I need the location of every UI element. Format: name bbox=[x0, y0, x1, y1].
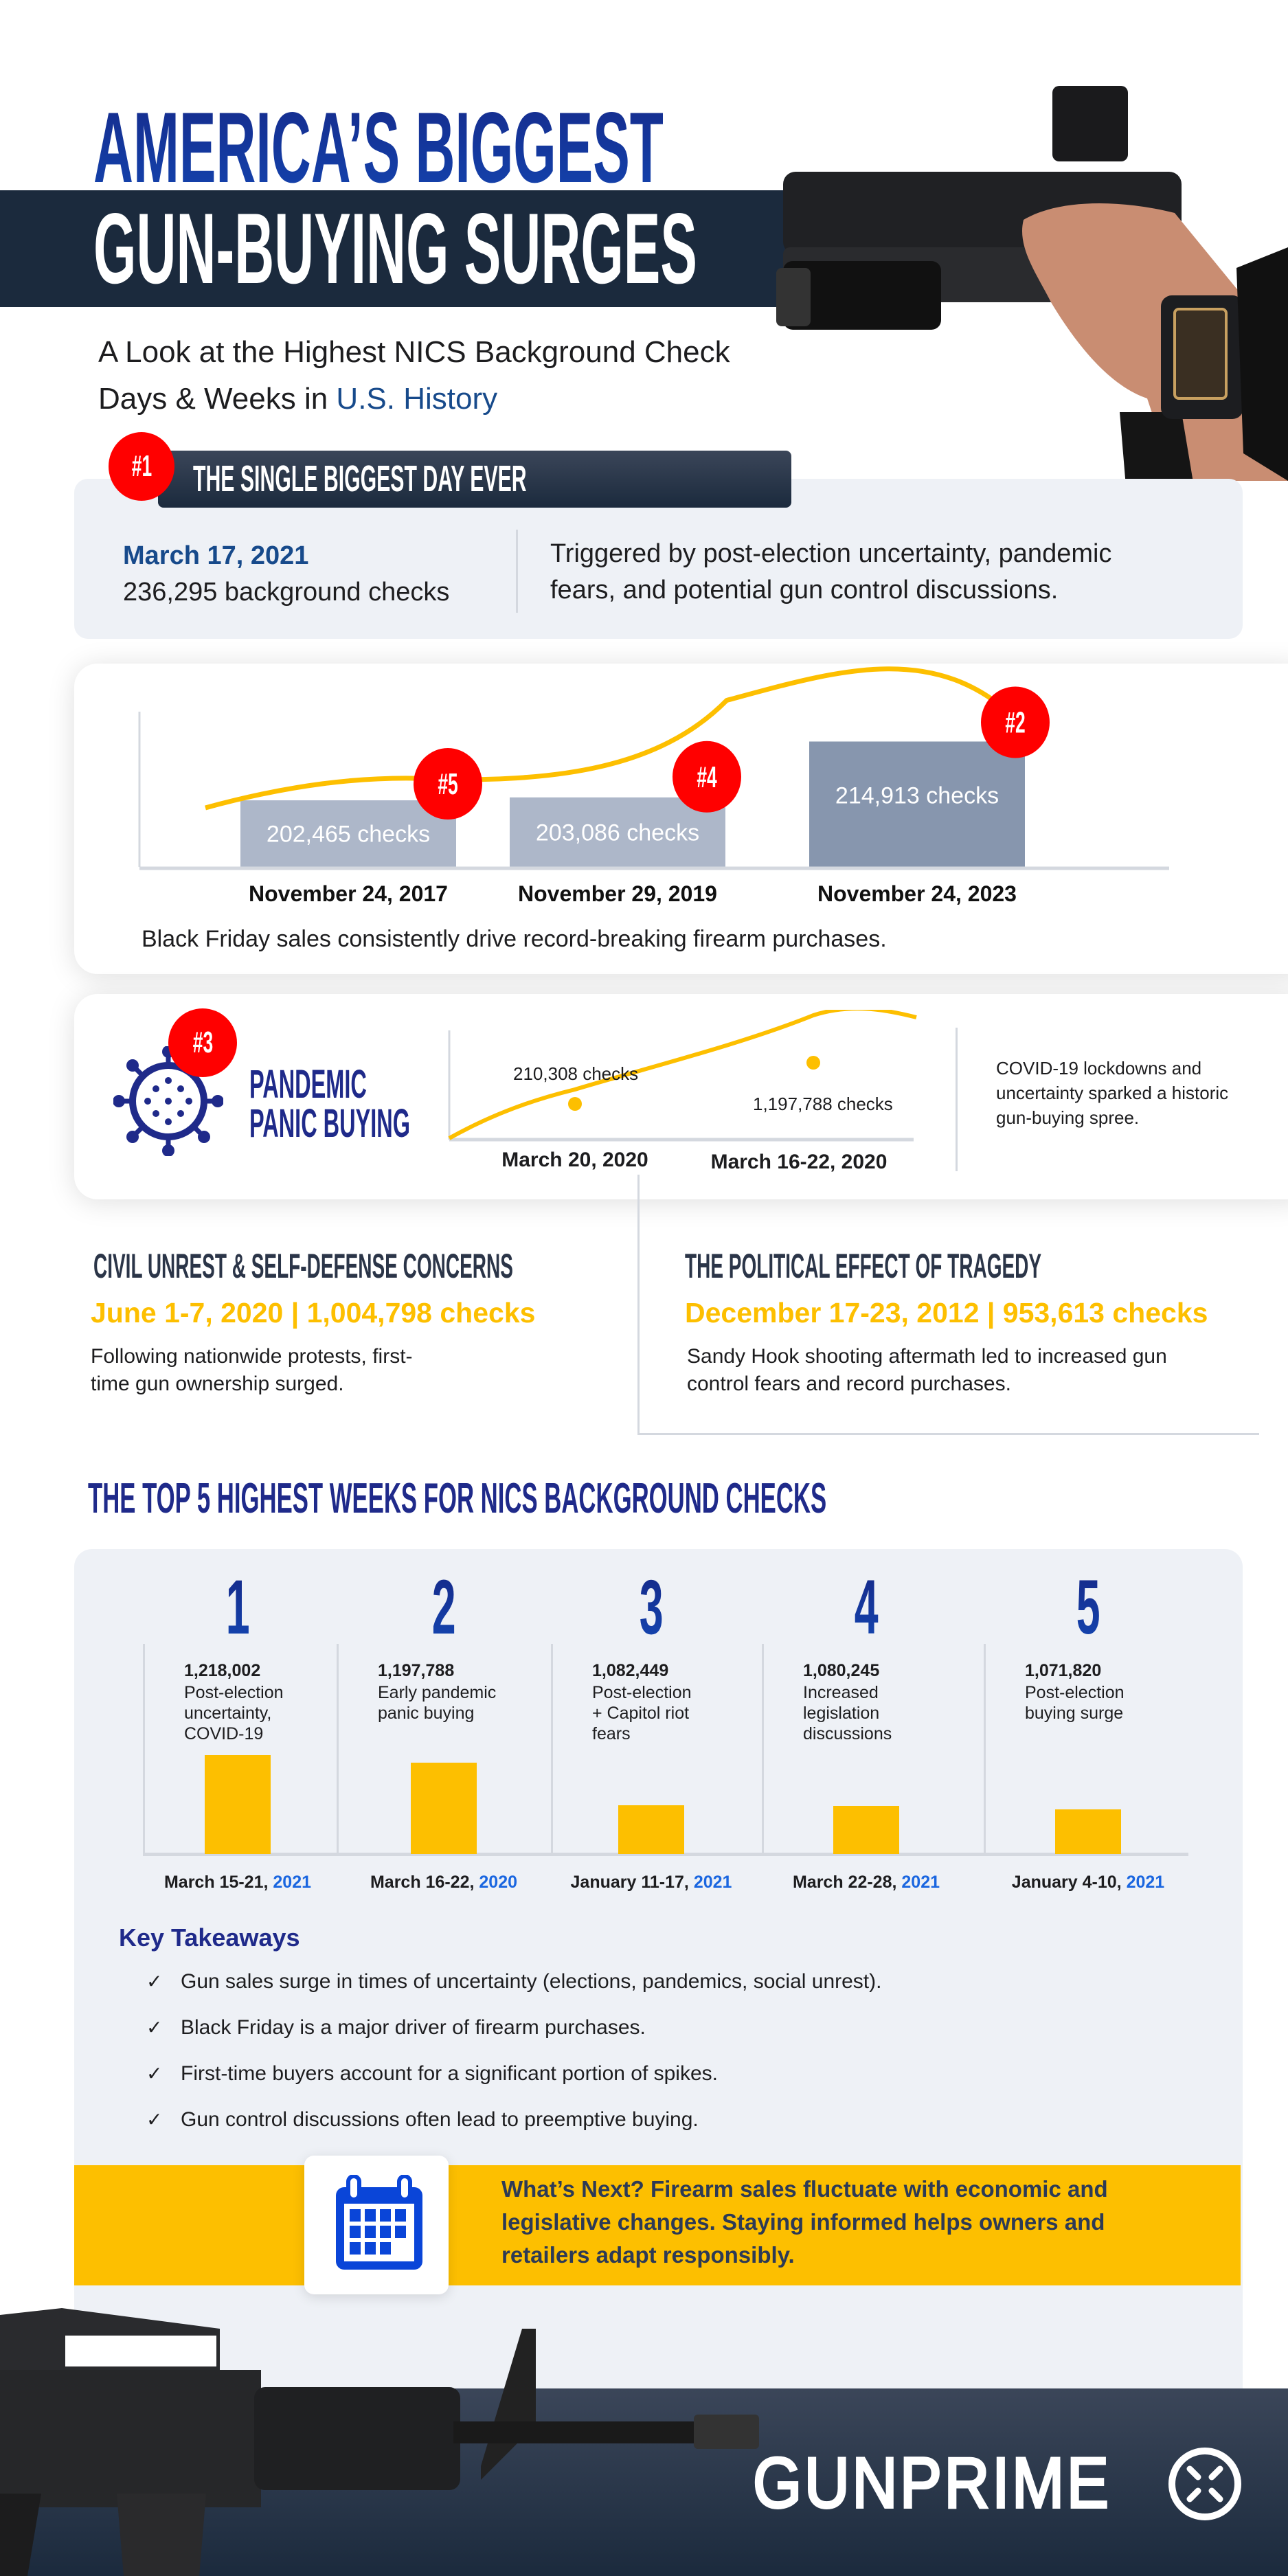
pandemic-point-2-date: March 16-22, 2020 bbox=[710, 1151, 888, 1173]
takeaways-heading: Key Takeaways bbox=[119, 1923, 300, 1952]
political-description-line2: control fears and record purchases. bbox=[687, 1372, 1011, 1395]
subtitle-line1: A Look at the Highest NICS Background Ch… bbox=[98, 335, 730, 369]
biggest-day-description-line1: Triggered by post-election uncertainty, … bbox=[550, 539, 1112, 568]
pandemic-point-1-date: March 20, 2020 bbox=[501, 1149, 648, 1171]
crosshair-logo-icon bbox=[1168, 2448, 1241, 2520]
trend-line bbox=[448, 1010, 917, 1140]
biggest-day-checks: 236,295 background checks bbox=[123, 578, 450, 607]
bar-1 bbox=[240, 800, 456, 867]
rank-badge-3: #3 bbox=[168, 1008, 237, 1077]
political-description-line1: Sandy Hook shooting aftermath led to inc… bbox=[687, 1345, 1167, 1368]
divider bbox=[637, 1175, 640, 1434]
rank-badge-1: #1 bbox=[109, 432, 174, 501]
divider bbox=[516, 530, 518, 613]
category-label: November 24, 2023 bbox=[817, 881, 1017, 906]
whats-next-line1: What’s Next? Firearm sales fluctuate wit… bbox=[501, 2176, 1108, 2202]
bar-value-label: 202,465 checks bbox=[267, 822, 430, 848]
whats-next-banner bbox=[74, 2165, 1241, 2285]
civil-unrest-heading: CIVIL UNREST & SELF-DEFENSE CONCERNS bbox=[93, 1247, 513, 1285]
pandemic-line-chart bbox=[448, 1010, 917, 1142]
pandemic-point-2-label: 1,197,788 checks bbox=[753, 1094, 893, 1114]
pandemic-card bbox=[74, 994, 1288, 1199]
whats-next-line3: retailers adapt responsibly. bbox=[501, 2242, 795, 2268]
pistol-hand-image bbox=[776, 86, 1288, 481]
biggest-day-header-bar bbox=[158, 451, 791, 508]
civil-unrest-description-line1: Following nationwide protests, first- bbox=[91, 1345, 413, 1368]
title-band bbox=[0, 190, 822, 307]
data-point-2 bbox=[806, 1056, 820, 1070]
pandemic-description-line1: COVID-19 lockdowns and bbox=[996, 1058, 1202, 1078]
check-icon: ✓ bbox=[146, 1971, 163, 1992]
pandemic-title-line1: PANDEMIC bbox=[249, 1062, 367, 1107]
takeaway-item: Gun control discussions often lead to pr… bbox=[181, 2108, 699, 2131]
biggest-day-description-line2: fears, and potential gun control discuss… bbox=[550, 576, 1059, 605]
top5-heading: THE TOP 5 HIGHEST WEEKS FOR NICS BACKGRO… bbox=[88, 1475, 827, 1522]
calendar-icon bbox=[336, 2175, 422, 2270]
trend-line bbox=[205, 666, 1017, 811]
check-icon: ✓ bbox=[146, 2017, 163, 2038]
svg-text:#5: #5 bbox=[438, 767, 457, 801]
subtitle-line2: Days & Weeks in U.S. History bbox=[98, 382, 497, 416]
rank-badge: #2 bbox=[981, 686, 1050, 758]
takeaway-item: Black Friday is a major driver of firear… bbox=[181, 2016, 646, 2039]
page-title-line1: AMERICA’S BIGGEST bbox=[93, 89, 1130, 206]
rifle-image bbox=[0, 2308, 759, 2576]
subtitle-highlight: U.S. History bbox=[336, 382, 498, 416]
data-point-1 bbox=[568, 1097, 582, 1111]
category-label: November 29, 2019 bbox=[518, 881, 717, 906]
political-highlight: December 17-23, 2012 | 953,613 checks bbox=[685, 1297, 1208, 1329]
civil-unrest-description-line2: time gun ownership surged. bbox=[91, 1372, 344, 1395]
page-title-line2: GUN-BUYING SURGES bbox=[93, 192, 697, 304]
check-icon: ✓ bbox=[146, 2109, 163, 2130]
takeaway-item: Gun sales surge in times of uncertainty … bbox=[181, 1970, 882, 1993]
takeaway-item: First-time buyers account for a signific… bbox=[181, 2062, 718, 2085]
pandemic-point-1-label: 210,308 checks bbox=[513, 1063, 639, 1084]
check-icon: ✓ bbox=[146, 2063, 163, 2084]
divider bbox=[956, 1028, 958, 1171]
black-friday-caption: Black Friday sales consistently drive re… bbox=[142, 926, 887, 952]
pandemic-description-line3: gun-buying spree. bbox=[996, 1107, 1140, 1128]
rank-badge: #5 bbox=[414, 748, 482, 820]
bar-value-label: 214,913 checks bbox=[835, 782, 999, 809]
whats-next-line2: legislative changes. Staying informed he… bbox=[501, 2209, 1105, 2235]
subtitle-prefix: Days & Weeks in bbox=[98, 382, 337, 416]
svg-text:#4: #4 bbox=[697, 760, 716, 794]
gunprime-logo: GUNPRIME bbox=[752, 2443, 1111, 2523]
political-heading: THE POLITICAL EFFECT OF TRAGEDY bbox=[685, 1247, 1042, 1285]
black-friday-chart: 202,465 checks 203,086 checks 214,913 chec… bbox=[138, 666, 1169, 906]
bar-value-label: 203,086 checks bbox=[536, 820, 699, 846]
pandemic-title-line2: PANIC BUYING bbox=[249, 1101, 410, 1146]
section-divider bbox=[637, 1433, 1259, 1435]
svg-text:#2: #2 bbox=[1005, 705, 1025, 739]
pandemic-description-line2: uncertainty sparked a historic bbox=[996, 1083, 1229, 1103]
rank-badge: #4 bbox=[673, 741, 741, 813]
virus-icon bbox=[113, 1046, 223, 1156]
biggest-day-date: March 17, 2021 bbox=[123, 541, 309, 570]
category-label: November 24, 2017 bbox=[249, 881, 448, 906]
civil-unrest-highlight: June 1-7, 2020 | 1,004,798 checks bbox=[91, 1297, 536, 1329]
bar-2 bbox=[510, 797, 725, 867]
bar-3 bbox=[809, 741, 1025, 867]
biggest-day-heading: THE SINGLE BIGGEST DAY EVER bbox=[193, 458, 527, 499]
